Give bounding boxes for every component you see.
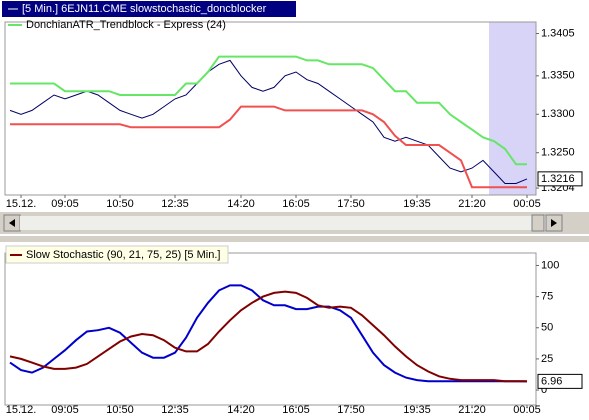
separator <box>0 236 589 242</box>
series-line <box>10 105 527 189</box>
series-line <box>10 55 527 166</box>
header-title: [5 Min.] 6EJN11.CME slowstochastic_doncb… <box>22 3 267 15</box>
x-tick-label: 09:05 <box>51 404 79 416</box>
x-tick-label: 16:05 <box>282 404 310 416</box>
header-box <box>2 1 296 17</box>
y-tick-label: 1.3250 <box>541 147 575 159</box>
y-tick-label: 1.3405 <box>541 27 575 39</box>
series-line <box>9 59 528 184</box>
scroll-track[interactable] <box>20 216 546 230</box>
value-label: 1.3216 <box>541 173 575 185</box>
series-line <box>9 290 527 383</box>
session-shade <box>489 22 536 195</box>
x-tick-label: 17:50 <box>337 404 365 416</box>
value-label-box <box>537 171 583 187</box>
value-label-box <box>537 373 583 389</box>
x-tick-label: 12:35 <box>161 404 189 416</box>
x-tick-label: 19:35 <box>403 198 431 210</box>
x-tick-label: 09:05 <box>51 198 79 210</box>
series-line <box>9 284 528 383</box>
y-tick-label: 0 <box>541 384 547 396</box>
price-frame <box>4 21 537 196</box>
x-tick-label: 15.12. <box>6 198 37 210</box>
arrow-right <box>551 219 557 227</box>
x-tick-label: 00:05 <box>513 404 541 416</box>
legend: DonchianATR_Trendblock - Express (24) <box>26 19 226 31</box>
scroll-thumb[interactable] <box>531 214 545 232</box>
x-tick-label: 10:50 <box>106 404 134 416</box>
value-label: 6.96 <box>541 375 562 387</box>
legend-box <box>5 245 229 264</box>
x-tick-label: 00:05 <box>513 198 541 210</box>
x-tick-label: 16:05 <box>282 198 310 210</box>
legend: Slow Stochastic (90, 21, 75, 25) [5 Min.… <box>26 249 220 261</box>
x-tick-label: 21:20 <box>458 404 486 416</box>
y-tick-label: 100 <box>541 259 559 271</box>
x-tick-label: 17:50 <box>337 198 365 210</box>
x-tick-label: 12:35 <box>161 198 189 210</box>
y-tick-label: 1.3350 <box>541 70 575 82</box>
arrow-left <box>9 219 15 227</box>
y-tick-label: 75 <box>541 291 553 303</box>
y-tick-label: 25 <box>541 353 553 365</box>
x-tick-label: 10:50 <box>106 198 134 210</box>
x-tick-label: 14:20 <box>227 198 255 210</box>
y-tick-label: 50 <box>541 322 553 334</box>
x-tick-label: 15.12. <box>6 404 37 416</box>
x-tick-label: 21:20 <box>458 198 486 210</box>
y-tick-label: 1.3300 <box>541 108 575 120</box>
x-tick-label: 19:35 <box>403 404 431 416</box>
x-tick-label: 14:20 <box>227 404 255 416</box>
stoch-frame <box>4 252 537 406</box>
